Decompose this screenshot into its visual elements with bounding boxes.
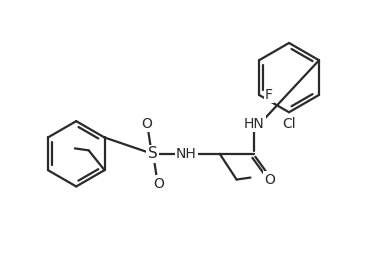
Text: S: S	[147, 146, 157, 161]
Text: Cl: Cl	[282, 117, 296, 131]
Text: HN: HN	[244, 117, 265, 131]
Text: F: F	[265, 88, 273, 102]
Text: NH: NH	[176, 147, 197, 161]
Text: O: O	[264, 172, 275, 187]
Text: O: O	[141, 117, 152, 131]
Text: O: O	[153, 177, 164, 190]
